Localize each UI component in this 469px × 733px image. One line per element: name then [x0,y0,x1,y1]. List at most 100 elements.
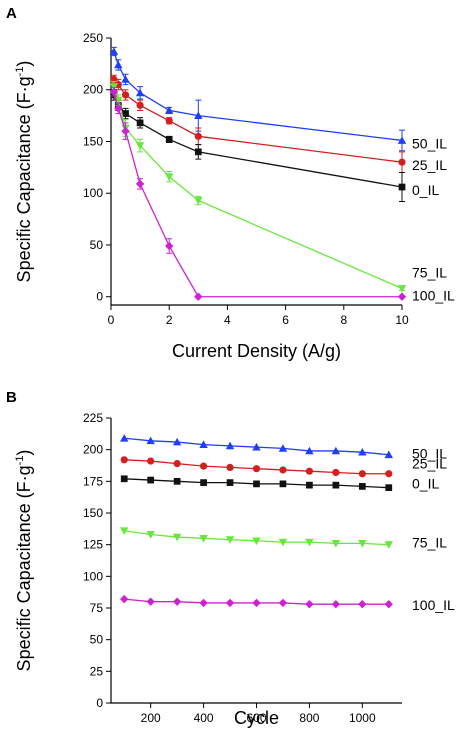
series-label: 75_IL [412,264,447,280]
panel-b-chart: B 200 400 600 800 1000 0 25 50 75 100 125 150 175 200… [6,389,455,728]
series-0_IL [120,475,393,492]
x-tick-label: 8 [340,313,347,327]
data-point [199,440,208,448]
x-tick-label: 4 [224,313,231,327]
y-tick-label: 0 [96,290,103,304]
y-tick-label: 50 [90,633,104,647]
series-100_IL [109,87,407,301]
data-point [384,600,393,609]
data-point [253,480,260,488]
x-axis-title: Current Density (A/g) [172,341,341,361]
series-label: 50_IL [412,135,447,151]
data-point [135,142,145,150]
data-point [398,183,406,191]
series-50_IL [109,46,407,152]
y-axis-title: Specific Capacitance (F·g-1) [14,61,34,283]
data-point [121,126,130,136]
data-point [165,241,174,251]
data-point [226,463,234,471]
y-tick-label: 225 [83,411,103,425]
x-tick-label: 0 [108,313,115,327]
data-point [358,483,366,490]
y-axis-title: Specific Capacitance (F·g-1) [14,450,34,672]
data-point [114,104,123,113]
series-label: 75_IL [412,535,447,551]
data-point [225,536,235,544]
series-label: 50_IL [412,446,447,462]
data-point [331,540,341,548]
data-point [397,285,407,293]
data-point [194,111,203,119]
data-point [358,470,366,478]
data-point [165,136,173,143]
y-tick-label: 125 [83,538,103,552]
data-point [135,179,145,189]
data-point [225,441,235,450]
data-point [252,598,261,608]
series-label: 0_IL [412,476,439,492]
data-point [226,479,234,486]
data-point [199,598,208,608]
data-point [332,468,340,477]
data-point [305,600,314,609]
data-point [358,448,367,456]
y-tick-label: 250 [83,31,103,45]
x-tick-label: 2 [166,313,173,327]
data-point [252,537,261,546]
data-point [385,484,393,492]
data-point [120,434,129,442]
data-point [114,80,122,89]
data-point [165,173,174,181]
data-point [305,467,314,475]
x-tick-label: 800 [299,711,319,725]
series-label: 100_IL [412,288,455,304]
data-point [252,465,261,473]
data-point [397,292,407,301]
data-point [279,466,287,474]
series-100_IL [120,594,393,609]
series-line [113,94,403,188]
y-tick-label: 175 [83,474,103,488]
x-tick-label: 200 [141,711,161,725]
x-tick-label: 10 [395,313,409,327]
x-tick-label: 6 [282,313,289,327]
data-point [135,88,145,97]
data-point [199,462,208,470]
y-tick-label: 100 [83,569,103,583]
data-point [121,75,130,83]
data-point [278,598,288,608]
data-point [120,594,129,604]
data-point [194,148,202,156]
data-point [194,197,203,205]
data-point [173,460,181,468]
data-point [173,477,181,485]
data-point [252,442,261,451]
data-point [332,481,340,489]
data-point [398,158,406,166]
data-point [225,598,235,608]
data-point [172,597,182,606]
data-point [136,119,144,127]
data-point [305,538,314,547]
data-point [358,540,367,548]
data-point [165,117,173,125]
data-point [109,47,119,55]
data-point [385,470,393,478]
panel-b-letter: B [6,389,17,406]
y-tick-label: 75 [90,601,104,615]
x-tick-label: 400 [194,711,214,725]
data-point [109,87,119,97]
series-line [113,51,403,142]
data-point [397,136,407,144]
series-label: 25_IL [412,157,447,173]
data-point [146,597,155,606]
series-0_IL [110,89,406,203]
data-point [278,538,288,547]
y-tick-label: 150 [83,134,103,148]
data-point [120,527,129,535]
data-point [114,60,123,69]
series-label: 25_IL [412,456,447,472]
data-point [194,292,203,301]
